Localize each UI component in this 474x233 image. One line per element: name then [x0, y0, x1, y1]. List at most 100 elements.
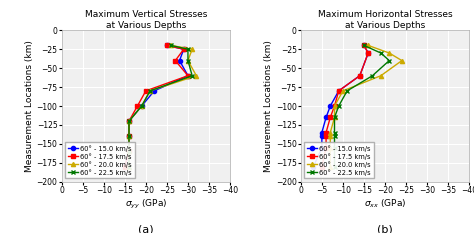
60° - 17.5 km/s: [126, 135, 132, 138]
Legend: 60° - 15.0 km/s, 60° - 17.5 km/s, 60° - 20.0 km/s, 60° - 22.5 km/s: 60° - 15.0 km/s, 60° - 17.5 km/s, 60° - …: [304, 142, 374, 178]
60° - 15.0 km/s: [323, 116, 329, 119]
Title: Maximum Horizontal Stresses
at Various Depths: Maximum Horizontal Stresses at Various D…: [318, 10, 452, 30]
60° - 15.0 km/s: [328, 105, 333, 107]
60° - 20.0 km/s: [328, 135, 333, 138]
60° - 22.5 km/s: [147, 89, 153, 92]
Text: (a): (a): [138, 224, 154, 233]
60° - 20.0 km/s: [126, 120, 132, 123]
60° - 22.5 km/s: [332, 165, 337, 168]
60° - 15.0 km/s: [122, 165, 128, 168]
60° - 17.5 km/s: [365, 51, 371, 54]
60° - 20.0 km/s: [328, 165, 333, 168]
60° - 22.5 km/s: [332, 116, 337, 119]
60° - 22.5 km/s: [378, 51, 383, 54]
60° - 22.5 km/s: [332, 146, 337, 149]
60° - 15.0 km/s: [319, 135, 325, 138]
60° - 15.0 km/s: [310, 165, 316, 168]
60° - 15.0 km/s: [181, 48, 187, 51]
60° - 20.0 km/s: [328, 131, 333, 134]
60° - 15.0 km/s: [185, 74, 191, 77]
60° - 17.5 km/s: [135, 105, 140, 107]
Legend: 60° - 15.0 km/s, 60° - 17.5 km/s, 60° - 20.0 km/s, 60° - 22.5 km/s: 60° - 15.0 km/s, 60° - 17.5 km/s, 60° - …: [65, 142, 135, 178]
60° - 17.5 km/s: [185, 74, 191, 77]
60° - 20.0 km/s: [126, 135, 132, 138]
60° - 17.5 km/s: [126, 120, 132, 123]
60° - 20.0 km/s: [139, 105, 145, 107]
60° - 15.0 km/s: [365, 51, 371, 54]
60° - 20.0 km/s: [340, 89, 346, 92]
60° - 17.5 km/s: [181, 48, 187, 51]
60° - 22.5 km/s: [386, 59, 392, 62]
60° - 22.5 km/s: [126, 150, 132, 153]
Line: 60° - 22.5 km/s: 60° - 22.5 km/s: [332, 43, 392, 169]
60° - 22.5 km/s: [126, 135, 132, 138]
60° - 22.5 km/s: [168, 44, 174, 47]
60° - 15.0 km/s: [361, 44, 367, 47]
60° - 20.0 km/s: [365, 44, 371, 47]
60° - 15.0 km/s: [177, 59, 182, 62]
60° - 15.0 km/s: [139, 105, 145, 107]
60° - 20.0 km/s: [378, 74, 383, 77]
60° - 17.5 km/s: [126, 150, 132, 153]
60° - 20.0 km/s: [332, 105, 337, 107]
60° - 22.5 km/s: [189, 74, 195, 77]
60° - 15.0 km/s: [151, 89, 157, 92]
60° - 15.0 km/s: [126, 150, 132, 153]
60° - 20.0 km/s: [126, 150, 132, 153]
Line: 60° - 20.0 km/s: 60° - 20.0 km/s: [127, 43, 199, 169]
Line: 60° - 17.5 km/s: 60° - 17.5 km/s: [320, 43, 370, 169]
60° - 17.5 km/s: [173, 59, 178, 62]
60° - 22.5 km/s: [336, 105, 342, 107]
60° - 15.0 km/s: [126, 120, 132, 123]
60° - 20.0 km/s: [168, 44, 174, 47]
60° - 22.5 km/s: [126, 165, 132, 168]
60° - 22.5 km/s: [344, 89, 350, 92]
Line: 60° - 15.0 km/s: 60° - 15.0 km/s: [311, 43, 370, 169]
60° - 20.0 km/s: [185, 59, 191, 62]
60° - 22.5 km/s: [332, 131, 337, 134]
Y-axis label: Measurement Locations (km): Measurement Locations (km): [264, 40, 273, 172]
60° - 20.0 km/s: [126, 165, 132, 168]
Title: Maximum Vertical Stresses
at Various Depths: Maximum Vertical Stresses at Various Dep…: [85, 10, 207, 30]
60° - 22.5 km/s: [185, 59, 191, 62]
60° - 17.5 km/s: [323, 135, 329, 138]
60° - 22.5 km/s: [361, 44, 367, 47]
60° - 15.0 km/s: [164, 44, 170, 47]
60° - 20.0 km/s: [386, 51, 392, 54]
60° - 15.0 km/s: [319, 131, 325, 134]
60° - 20.0 km/s: [332, 116, 337, 119]
60° - 17.5 km/s: [164, 44, 170, 47]
Line: 60° - 15.0 km/s: 60° - 15.0 km/s: [123, 43, 190, 169]
Text: (b): (b): [377, 224, 393, 233]
60° - 17.5 km/s: [328, 116, 333, 119]
60° - 22.5 km/s: [126, 120, 132, 123]
60° - 15.0 km/s: [336, 89, 342, 92]
60° - 15.0 km/s: [357, 74, 363, 77]
60° - 17.5 km/s: [122, 165, 128, 168]
60° - 15.0 km/s: [126, 135, 132, 138]
60° - 17.5 km/s: [361, 44, 367, 47]
Line: 60° - 22.5 km/s: 60° - 22.5 km/s: [127, 43, 194, 169]
60° - 17.5 km/s: [332, 105, 337, 107]
Y-axis label: Measurement Locations (km): Measurement Locations (km): [25, 40, 34, 172]
60° - 15.0 km/s: [319, 146, 325, 149]
X-axis label: $\sigma_{yy}$ (GPa): $\sigma_{yy}$ (GPa): [125, 198, 167, 211]
60° - 20.0 km/s: [189, 48, 195, 51]
60° - 17.5 km/s: [357, 74, 363, 77]
60° - 20.0 km/s: [399, 59, 405, 62]
60° - 17.5 km/s: [319, 165, 325, 168]
60° - 17.5 km/s: [143, 89, 149, 92]
60° - 20.0 km/s: [328, 146, 333, 149]
Line: 60° - 20.0 km/s: 60° - 20.0 km/s: [328, 43, 404, 169]
60° - 22.5 km/s: [139, 105, 145, 107]
Line: 60° - 17.5 km/s: 60° - 17.5 km/s: [123, 43, 190, 169]
X-axis label: $\sigma_{xx}$ (GPa): $\sigma_{xx}$ (GPa): [364, 198, 406, 210]
60° - 22.5 km/s: [185, 48, 191, 51]
60° - 17.5 km/s: [336, 89, 342, 92]
60° - 22.5 km/s: [370, 74, 375, 77]
60° - 17.5 km/s: [323, 146, 329, 149]
60° - 20.0 km/s: [193, 74, 199, 77]
60° - 20.0 km/s: [147, 89, 153, 92]
60° - 17.5 km/s: [323, 131, 329, 134]
60° - 22.5 km/s: [332, 135, 337, 138]
